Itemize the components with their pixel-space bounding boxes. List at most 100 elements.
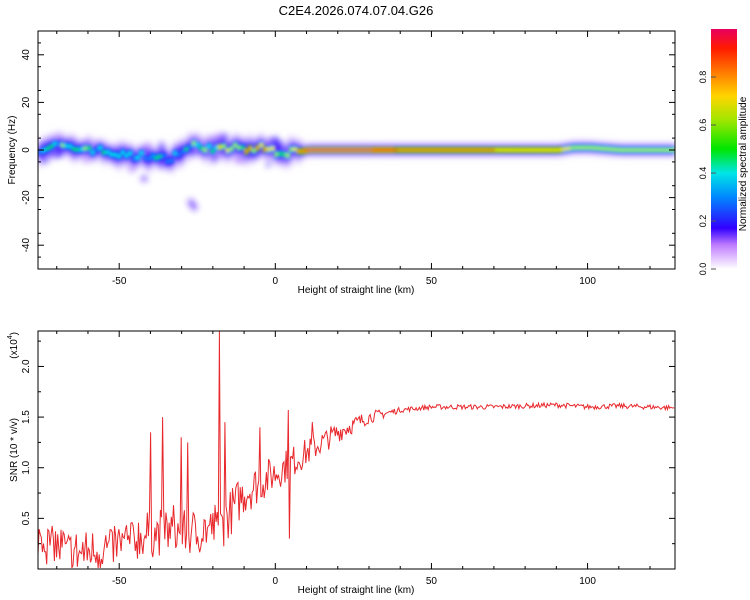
heatmap-cell-core	[656, 148, 662, 152]
snr-panel: -50 0 50 100 0.5 1.0 1.5 2.0 Height of straight…	[7, 330, 676, 596]
heatmap-cell-core	[150, 154, 156, 158]
heatmap-blob	[54, 149, 64, 158]
heatmap-cell-core	[641, 148, 647, 152]
heatmap-cell-core	[131, 157, 137, 161]
heatmap-cell-core	[251, 149, 257, 153]
heatmap-cell-core	[633, 148, 639, 152]
heatmap-cell-core	[274, 152, 279, 156]
heatmap-cell-core	[191, 141, 197, 145]
heatmap-cell-core	[472, 148, 478, 152]
heatmap-cell-core	[498, 148, 504, 152]
heatmap-cell-core	[330, 148, 336, 152]
heatmap-cell-core	[442, 148, 448, 152]
heatmap-blob	[214, 133, 222, 140]
heatmap-cell-core	[600, 147, 605, 150]
snr-series-line	[38, 331, 675, 569]
heatmap-blob	[212, 155, 218, 162]
spectrogram-ylabel: Frequency (Hz)	[7, 116, 18, 185]
ytick-label: 20	[21, 96, 32, 108]
heatmap-cell-core	[525, 148, 530, 152]
heatmap-cell-core	[461, 148, 467, 152]
heatmap-cell-core	[229, 147, 234, 151]
heatmap-cell-core	[382, 148, 388, 152]
heatmap-cell-core	[221, 144, 227, 148]
heatmap-cell-core	[236, 146, 242, 150]
heatmap-cell-core	[603, 147, 609, 151]
heatmap-cell-core	[637, 148, 643, 152]
heatmap-cell-core	[67, 145, 73, 148]
heatmap-cell-core	[435, 148, 440, 152]
heatmap-cell-core	[45, 147, 51, 151]
heatmap-cell-core	[573, 146, 579, 150]
snr-xtick-label: 50	[426, 576, 438, 587]
heatmap-cell-core	[281, 152, 287, 156]
heatmap-cell-core	[626, 148, 632, 152]
heatmap-blob	[143, 142, 153, 149]
heatmap-cell-core	[532, 148, 538, 152]
heatmap-cell-core	[453, 148, 459, 152]
heatmap-cell-core	[334, 148, 339, 152]
heatmap-blob	[210, 135, 216, 140]
snr-plot-area	[38, 331, 675, 569]
heatmap-cell-core	[393, 148, 399, 152]
heatmap-cell-core	[360, 148, 365, 152]
heatmap-cell-core	[483, 148, 489, 152]
heatmap-cell-core	[543, 148, 549, 152]
heatmap-cell-core	[225, 149, 231, 153]
heatmap-cell-core	[356, 148, 362, 152]
heatmap-cell-core	[607, 147, 613, 151]
heatmap-cell-core	[363, 148, 369, 152]
ytick-label: 0	[21, 147, 32, 153]
snr-ytick-label: 1.0	[21, 460, 32, 474]
heatmap-cell-core	[109, 153, 114, 156]
colorbar-gradient	[711, 29, 737, 269]
heatmap-cell-core	[139, 151, 144, 155]
heatmap-cell-core	[300, 149, 306, 153]
heatmap-cell-core	[135, 156, 141, 160]
snr-scale-label: (x104)	[7, 332, 20, 359]
heatmap-cell-core	[52, 142, 58, 146]
heatmap-cell-core	[412, 148, 418, 152]
heatmap-cell-core	[465, 148, 470, 152]
snr-xtick-label: -50	[112, 576, 127, 587]
heatmap-cell-core	[551, 148, 557, 152]
ytick-label: -20	[21, 190, 32, 205]
heatmap-cell-core	[468, 148, 474, 152]
heatmap-cell-core	[270, 147, 276, 150]
heatmap-cell-core	[660, 148, 665, 152]
heatmap-cell-core	[401, 148, 407, 152]
heatmap-cell-core	[615, 148, 620, 152]
spectrogram-xlabel: Height of straight line (km)	[298, 285, 415, 296]
heatmap-cell-core	[371, 148, 377, 152]
heatmap-cell-core	[378, 148, 384, 152]
colorbar-tick-label: 0.0	[698, 263, 708, 276]
heatmap-cell-core	[165, 159, 171, 163]
heatmap-cell-core	[487, 148, 493, 152]
heatmap-cell-core	[438, 148, 444, 152]
heatmap-cell-core	[71, 147, 77, 151]
heatmap-cell-core	[457, 148, 463, 152]
heatmap-cell-core	[38, 150, 43, 154]
snr-xtick-label: 100	[579, 576, 596, 587]
heatmap-cell-core	[648, 148, 654, 152]
heatmap-cell-core	[161, 154, 167, 158]
heatmap-blob	[51, 154, 56, 159]
heatmap-cell-core	[517, 148, 523, 152]
heatmap-cell-core	[341, 148, 347, 152]
heatmap-cell-core	[581, 146, 587, 150]
heatmap-cell-core	[528, 148, 534, 152]
heatmap-cell-core	[49, 144, 54, 148]
heatmap-cell-core	[101, 151, 107, 154]
heatmap-cell-core	[64, 144, 69, 148]
heatmap-cell-core	[202, 148, 208, 152]
heatmap-cell-core	[82, 146, 88, 150]
heatmap-cell-core	[446, 148, 452, 152]
colorbar-tick-label: 0.2	[698, 215, 708, 228]
figure-title: C2E4.2026.074.07.04.G26	[279, 3, 434, 18]
heatmap-cell-core	[94, 148, 99, 152]
heatmap-cell-core	[75, 148, 81, 152]
heatmap-cell-core	[427, 148, 433, 152]
heatmap-cell-core	[127, 151, 133, 155]
heatmap-cell-core	[592, 146, 598, 150]
